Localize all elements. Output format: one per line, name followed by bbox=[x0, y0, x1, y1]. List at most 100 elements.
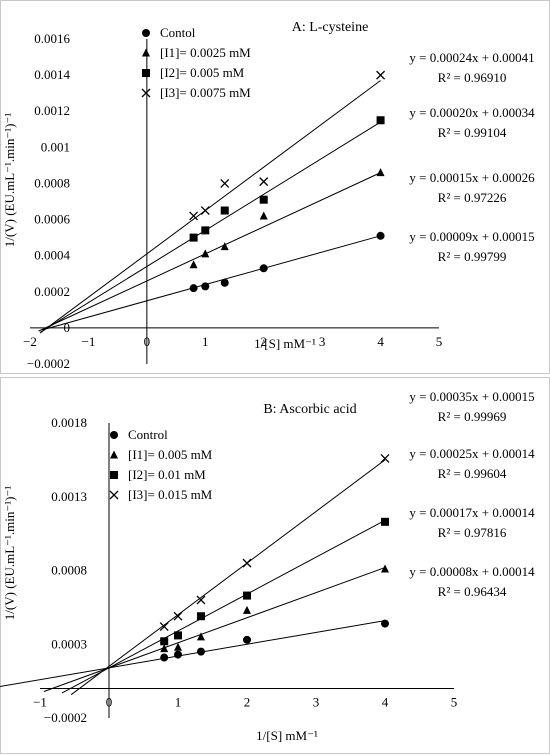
data-point-circle bbox=[243, 635, 251, 644]
data-point-cross bbox=[196, 595, 206, 605]
data-point-square bbox=[196, 612, 205, 621]
data-point-circle bbox=[196, 647, 205, 656]
y-tick-label: 0.0006 bbox=[34, 212, 70, 227]
r-squared: R² = 0.96434 bbox=[438, 584, 507, 599]
trend-equation: y = 0.00009x + 0.00015 bbox=[409, 229, 534, 244]
y-tick-label: 0 bbox=[64, 320, 71, 335]
data-point-cross bbox=[189, 211, 199, 221]
data-point-triangle bbox=[259, 211, 268, 220]
data-point-cross bbox=[173, 611, 183, 621]
data-point-cross bbox=[259, 177, 269, 187]
y-tick-label: 0.0013 bbox=[51, 489, 87, 504]
data-point-square bbox=[220, 206, 229, 215]
x-tick-label: 4 bbox=[382, 695, 389, 710]
data-point-square bbox=[243, 591, 251, 600]
trend-line-circle bbox=[0, 620, 386, 687]
data-point-cross bbox=[220, 178, 230, 188]
x-tick-label: 5 bbox=[451, 695, 458, 710]
r-squared: R² = 0.97226 bbox=[438, 190, 507, 205]
r-squared: R² = 0.97816 bbox=[438, 525, 507, 540]
legend-marker-cross bbox=[109, 490, 119, 500]
x-tick-label: 4 bbox=[377, 334, 384, 349]
legend-label: [I1]= 0.005 mM bbox=[128, 447, 213, 462]
data-point-circle bbox=[259, 264, 268, 273]
data-point-cross bbox=[242, 558, 252, 568]
trend-equation: y = 0.00015x + 0.00026 bbox=[409, 170, 535, 185]
x-tick-label: 3 bbox=[319, 334, 326, 349]
x-tick-label: 3 bbox=[313, 695, 320, 710]
legend-label: Contol bbox=[160, 25, 196, 40]
x-tick-label: 0 bbox=[106, 695, 113, 710]
data-point-triangle bbox=[196, 632, 205, 641]
legend-label: [I1]= 0.0025 mM bbox=[160, 45, 251, 60]
y-tick-label: 0.001 bbox=[41, 139, 70, 154]
y-tick-label: 0.0018 bbox=[51, 415, 87, 430]
data-point-circle bbox=[381, 619, 389, 628]
data-point-square bbox=[201, 226, 210, 235]
data-point-triangle bbox=[243, 605, 251, 614]
r-squared: R² = 0.99104 bbox=[438, 125, 507, 140]
panel-b-frame bbox=[0, 377, 550, 754]
trend-equation: y = 0.00017x + 0.00014 bbox=[409, 505, 535, 520]
trend-equation: y = 0.00020x + 0.00034 bbox=[409, 105, 535, 120]
r-squared: R² = 0.99604 bbox=[438, 466, 507, 481]
data-point-triangle bbox=[189, 260, 198, 269]
data-point-circle bbox=[220, 278, 229, 287]
legend-label: Control bbox=[128, 427, 168, 442]
data-point-cross bbox=[380, 453, 390, 463]
data-point-square bbox=[259, 195, 268, 204]
y-tick-label: −0.0002 bbox=[27, 356, 70, 371]
y-tick-label: 0.0008 bbox=[34, 175, 70, 190]
trend-equation: y = 0.00008x + 0.00014 bbox=[409, 564, 535, 579]
data-point-square bbox=[376, 116, 385, 125]
legend-marker-cross bbox=[141, 88, 151, 98]
data-point-cross bbox=[200, 206, 210, 215]
legend-marker-square bbox=[110, 471, 118, 479]
data-point-square bbox=[174, 631, 182, 640]
data-point-cross bbox=[376, 70, 386, 80]
data-point-square bbox=[381, 517, 389, 526]
legend-marker-circle bbox=[110, 431, 118, 439]
trend-line-cross bbox=[70, 459, 386, 696]
y-tick-label: 0.0004 bbox=[34, 248, 70, 263]
x-tick-label: −1 bbox=[82, 334, 96, 349]
legend-label: [I2]= 0.01 mM bbox=[128, 467, 206, 482]
data-point-square bbox=[160, 637, 169, 646]
panel-a-chart: A: L-cysteine −2 −1 0 1 2 3 4 5 −0.0002 0 0.0002 0.0… bbox=[2, 20, 535, 371]
data-point-circle bbox=[376, 231, 385, 240]
y-tick-label: 0.0016 bbox=[34, 31, 70, 46]
data-point-triangle bbox=[381, 564, 389, 573]
data-point-square bbox=[189, 233, 198, 242]
chart-title: B: Ascorbic acid bbox=[263, 402, 356, 417]
r-squared: R² = 0.99799 bbox=[438, 249, 507, 264]
x-tick-label: 1 bbox=[175, 695, 182, 710]
legend-marker-triangle bbox=[110, 450, 118, 459]
legend-label: [I2]= 0.005 mM bbox=[160, 65, 245, 80]
x-tick-label: 0 bbox=[144, 334, 151, 349]
trend-line-triangle bbox=[38, 172, 381, 332]
trend-line-square bbox=[61, 519, 386, 694]
legend-marker-square bbox=[142, 69, 150, 77]
chart-title: A: L-cysteine bbox=[292, 20, 369, 35]
x-tick-label: −1 bbox=[33, 695, 47, 710]
data-point-circle bbox=[201, 282, 210, 291]
data-point-cross bbox=[159, 622, 169, 632]
trend-line-cross bbox=[39, 80, 381, 334]
y-axis-label: 1/(V) (EU.mL⁻¹.min⁻¹)⁻¹ bbox=[2, 486, 17, 621]
y-tick-label: 0.0014 bbox=[34, 67, 70, 82]
x-tick-label: 5 bbox=[436, 334, 443, 349]
x-axis-label: 1/[S] mM⁻¹ bbox=[254, 336, 316, 351]
r-squared: R² = 0.99969 bbox=[438, 409, 507, 424]
trend-line-circle bbox=[42, 235, 381, 331]
x-tick-label: 2 bbox=[260, 334, 267, 349]
x-tick-label: −2 bbox=[23, 334, 37, 349]
legend-marker-circle bbox=[142, 29, 150, 37]
legend-marker-triangle bbox=[142, 48, 150, 57]
r-squared: R² = 0.96910 bbox=[438, 70, 507, 85]
legend-label: [I3]= 0.015 mM bbox=[128, 487, 213, 502]
legend-label: [I3]= 0.0075 mM bbox=[160, 85, 251, 100]
trend-line-square bbox=[40, 121, 381, 333]
y-tick-label: 0.0012 bbox=[34, 103, 70, 118]
x-tick-label: 2 bbox=[244, 695, 251, 710]
